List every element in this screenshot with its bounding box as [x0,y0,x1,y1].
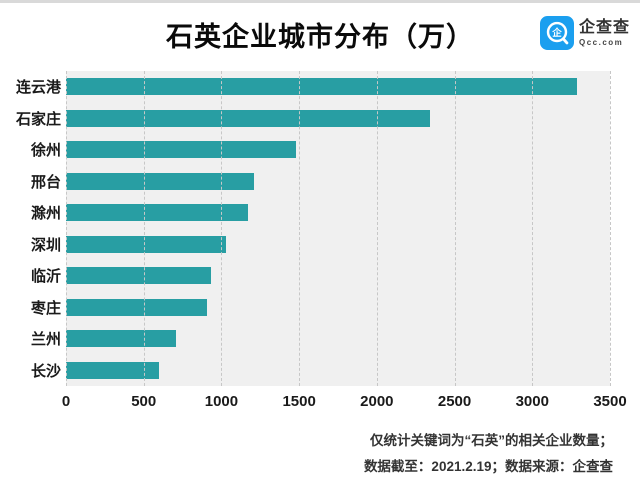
category-label: 滁州 [30,205,61,223]
svg-text:企: 企 [551,27,562,39]
x-tick-label: 2000 [360,393,394,410]
category-label: 石家庄 [15,110,61,128]
bar [66,298,208,316]
gridline [532,71,534,386]
gridline [454,71,456,386]
qcc-logo-domain: Qcc.com [578,37,624,47]
category-label: 临沂 [30,268,61,286]
bar [66,172,255,190]
category-label: 兰州 [30,331,61,349]
x-tick-label: 1000 [204,393,239,410]
x-tick-label: 3500 [593,393,627,410]
bar-chart: 连云港石家庄徐州邢台滁州深圳临沂枣庄兰州长沙 [0,71,640,386]
bar-row [66,229,610,261]
bar [66,235,227,253]
bar [66,267,211,285]
infographic: 石英企业城市分布（万） 企 企查查 Qcc.com 连云港石家庄徐州邢台滁州深圳… [0,3,640,481]
bar-row [66,355,610,387]
x-tick-label: 500 [131,393,157,410]
bar [66,109,430,127]
bar [66,204,248,222]
bar-row [66,103,610,135]
footer-line-2: 数据截至：2021.2.19；数据来源：企查查 [363,459,613,474]
bar-row [66,134,610,166]
qcc-logo: 企 企查查 Qcc.com [539,16,630,50]
bar-row [66,292,610,324]
bar [66,78,578,96]
footer-line-1: 仅统计关键词为“石英”的相关企业数量； [370,433,613,448]
x-tick-label: 3000 [515,393,549,410]
bar-row [66,166,610,198]
bar-row [66,197,610,229]
x-axis: 0 500 1000 1500 2000 2500 3000 3500 [62,386,627,412]
gridline [610,71,611,386]
category-label: 连云港 [15,79,61,97]
gridline [143,71,145,386]
gridline [66,71,67,386]
category-label: 深圳 [30,236,61,254]
category-label: 长沙 [30,362,61,380]
bar-row [66,323,610,355]
bar [66,141,297,159]
page-title: 石英企业城市分布（万） [166,22,474,52]
qcc-logo-text: 企查查 Qcc.com [578,18,630,47]
bar-row [66,71,610,103]
gridline [376,71,378,386]
x-tick-label: 0 [61,393,71,410]
qcc-logo-icon: 企 [539,16,574,50]
qcc-logo-name: 企查查 [578,18,630,36]
gridline [221,71,223,386]
x-tick-label: 1500 [282,393,316,410]
bar-row [66,260,610,292]
x-tick-label: 2500 [437,393,472,410]
category-label: 徐州 [30,142,61,160]
category-label: 邢台 [30,173,61,191]
header: 石英企业城市分布（万） 企 企查查 Qcc.com [0,3,640,65]
category-label: 枣庄 [30,299,61,317]
bar [66,330,177,348]
plot-area [66,71,611,386]
y-axis-labels: 连云港石家庄徐州邢台滁州深圳临沂枣庄兰州长沙 [0,71,66,386]
bars-container [66,71,610,386]
bar [66,361,160,379]
footer-note: 仅统计关键词为“石英”的相关企业数量； 数据截至：2021.2.19；数据来源：… [0,428,613,480]
gridline [299,71,301,386]
